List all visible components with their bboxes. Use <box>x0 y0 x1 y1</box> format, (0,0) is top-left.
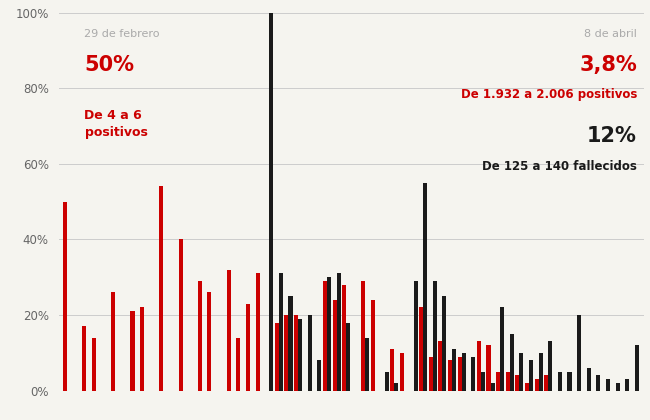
Bar <box>423 183 427 391</box>
Bar <box>246 304 250 391</box>
Text: 8 de abril: 8 de abril <box>584 29 637 39</box>
Bar <box>606 379 610 391</box>
Bar <box>131 311 135 391</box>
Bar <box>519 353 523 391</box>
Bar <box>515 375 519 391</box>
Bar <box>337 273 341 391</box>
Bar <box>279 273 283 391</box>
Bar <box>529 360 533 391</box>
Bar <box>500 307 504 391</box>
Text: 50%: 50% <box>84 55 135 75</box>
Bar <box>486 345 491 391</box>
Bar <box>111 292 115 391</box>
Bar <box>400 353 404 391</box>
Bar <box>448 360 452 391</box>
Bar <box>587 368 591 391</box>
Bar <box>346 323 350 391</box>
Bar <box>413 281 417 391</box>
Bar <box>596 375 601 391</box>
Bar <box>433 281 437 391</box>
Bar <box>385 372 389 391</box>
Bar <box>635 345 639 391</box>
Bar <box>548 341 552 391</box>
Bar <box>462 353 465 391</box>
Text: 29 de febrero: 29 de febrero <box>84 29 160 39</box>
Bar <box>458 357 461 391</box>
Text: De 125 a 140 fallecidos: De 125 a 140 fallecidos <box>482 160 637 173</box>
Bar <box>361 281 365 391</box>
Bar <box>342 285 346 391</box>
Bar <box>83 326 86 391</box>
Bar <box>577 315 581 391</box>
Text: De 1.932 a 2.006 positivos: De 1.932 a 2.006 positivos <box>461 88 637 101</box>
Text: De 4 a 6
positivos: De 4 a 6 positivos <box>84 109 148 139</box>
Bar <box>525 383 529 391</box>
Bar <box>390 349 395 391</box>
Bar <box>269 13 273 391</box>
Bar <box>567 372 571 391</box>
Bar <box>227 270 231 391</box>
Bar <box>452 349 456 391</box>
Bar <box>616 383 619 391</box>
Bar <box>275 323 279 391</box>
Bar <box>625 379 629 391</box>
Bar <box>438 341 443 391</box>
Bar <box>481 372 485 391</box>
Bar <box>294 315 298 391</box>
Bar <box>323 281 327 391</box>
Bar <box>544 375 548 391</box>
Bar <box>496 372 500 391</box>
Bar <box>92 338 96 391</box>
Bar <box>539 353 543 391</box>
Bar <box>395 383 398 391</box>
Bar <box>333 300 337 391</box>
Bar <box>491 383 495 391</box>
Bar <box>371 300 375 391</box>
Bar <box>534 379 539 391</box>
Bar <box>198 281 202 391</box>
Bar <box>307 315 312 391</box>
Bar <box>159 186 163 391</box>
Bar <box>289 296 292 391</box>
Bar <box>419 307 423 391</box>
Bar <box>237 338 240 391</box>
Bar <box>365 338 369 391</box>
Bar <box>443 296 447 391</box>
Bar <box>477 341 481 391</box>
Bar <box>207 292 211 391</box>
Bar <box>255 273 259 391</box>
Bar <box>179 239 183 391</box>
Bar <box>506 372 510 391</box>
Text: 3,8%: 3,8% <box>579 55 637 75</box>
Bar <box>298 319 302 391</box>
Bar <box>429 357 433 391</box>
Bar <box>510 334 514 391</box>
Text: 12%: 12% <box>587 126 637 146</box>
Bar <box>558 372 562 391</box>
Bar <box>317 360 321 391</box>
Bar <box>285 315 289 391</box>
Bar <box>471 357 475 391</box>
Bar <box>140 307 144 391</box>
Bar <box>63 202 67 391</box>
Bar <box>327 277 331 391</box>
